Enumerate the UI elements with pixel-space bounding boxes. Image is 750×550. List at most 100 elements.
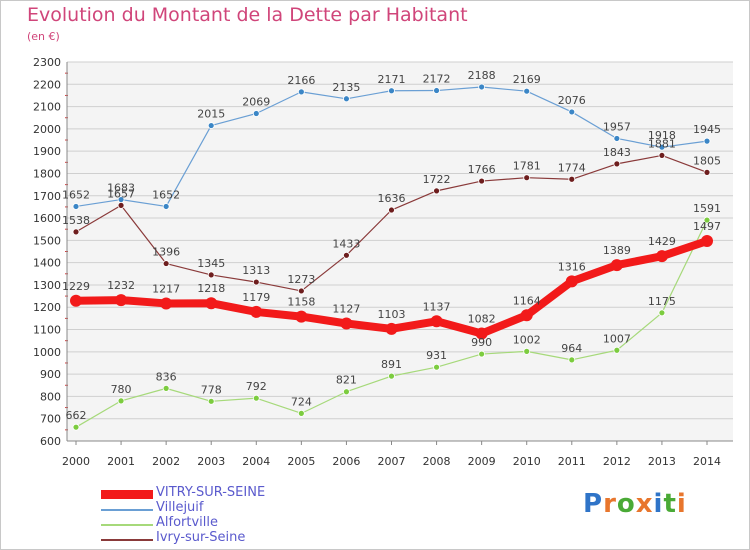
data-label: 1002 [513, 333, 541, 346]
data-label: 2172 [423, 73, 451, 86]
logo-letter: i [653, 489, 664, 519]
data-label: 778 [201, 383, 222, 396]
data-label: 1175 [648, 295, 676, 308]
y-tick-label: 800 [40, 390, 61, 403]
data-point [523, 174, 531, 182]
data-label: 2135 [332, 81, 360, 94]
y-tick-label: 2100 [33, 101, 61, 114]
data-label: 1781 [513, 160, 541, 173]
data-point [475, 327, 488, 340]
y-tick-label: 900 [40, 368, 61, 381]
data-label: 1164 [513, 294, 541, 307]
series-alfortville [72, 216, 711, 431]
legend-swatch [101, 490, 153, 499]
data-labels: 1652 1683 1652 2015 2069 2166 2135 2171 2172 2188… [62, 69, 721, 422]
legend-swatch [101, 538, 153, 541]
data-point [160, 297, 173, 310]
data-label: 1843 [603, 146, 631, 159]
data-point [252, 278, 260, 286]
y-tick-label: 1800 [33, 167, 61, 180]
data-point [478, 83, 486, 91]
data-label: 1082 [468, 313, 496, 326]
data-point [568, 175, 576, 183]
data-point [385, 322, 398, 335]
y-tick-label: 1900 [33, 145, 61, 158]
data-label: 836 [156, 370, 177, 383]
series-villejuif [72, 83, 711, 210]
data-label: 1636 [378, 192, 406, 205]
data-label: 1179 [242, 291, 270, 304]
y-tick-label: 1600 [33, 212, 61, 225]
data-point [610, 259, 623, 272]
data-label: 1345 [197, 257, 225, 270]
data-point [703, 216, 711, 224]
y-tick-label: 1700 [33, 190, 61, 203]
data-label: 1127 [332, 303, 360, 316]
data-point [343, 95, 350, 103]
data-label: 1918 [648, 129, 676, 142]
data-point [701, 235, 713, 248]
data-point [523, 347, 531, 355]
data-point [162, 384, 170, 392]
logo-letter: i [676, 489, 687, 519]
y-tick-label: 1100 [33, 324, 61, 337]
data-point [117, 397, 125, 405]
data-point [658, 152, 666, 159]
axes: 600 700 800 900 1000 1100 1200 1300 1400 1500 1600… [33, 56, 733, 468]
y-tick-label: 700 [40, 413, 61, 426]
data-point [250, 305, 263, 318]
data-point [388, 206, 395, 214]
logo-letter: r [603, 489, 617, 519]
data-label: 1652 [62, 188, 90, 201]
y-tick-label: 2000 [33, 123, 61, 136]
y-tick-label: 600 [40, 435, 61, 448]
data-point [207, 271, 215, 279]
data-point [252, 110, 260, 117]
data-point [613, 160, 621, 168]
data-point [433, 363, 440, 371]
data-point [520, 309, 533, 322]
data-label: 2188 [468, 69, 496, 82]
y-tick-label: 2200 [33, 78, 61, 91]
data-label: 1316 [558, 260, 586, 273]
data-point [72, 423, 80, 431]
data-label: 662 [66, 409, 87, 422]
logo-letter: P [583, 489, 604, 519]
data-point [388, 87, 395, 95]
data-point [70, 294, 82, 307]
x-tick-label: 2005 [287, 455, 315, 468]
data-label: 1538 [62, 214, 90, 227]
data-label: 1313 [242, 264, 270, 277]
data-label: 2015 [197, 108, 225, 121]
data-point [207, 122, 215, 129]
logo-letter: t [663, 489, 677, 519]
data-label: 931 [426, 349, 447, 362]
plot-area [67, 62, 733, 441]
data-label: 821 [336, 374, 357, 387]
x-tick-label: 2003 [197, 455, 225, 468]
data-label: 1657 [107, 187, 135, 200]
data-point [703, 137, 711, 145]
data-point [117, 201, 125, 209]
data-point [162, 203, 170, 210]
data-point [297, 409, 305, 417]
data-point [658, 309, 666, 317]
data-label: 1722 [423, 173, 451, 186]
series-ivry-sur-seine [72, 152, 711, 295]
data-point [343, 251, 350, 259]
legend-label: Ivry-sur-Seine [156, 530, 246, 545]
legend-swatch [101, 523, 153, 526]
data-label: 1389 [603, 244, 631, 257]
data-point [658, 143, 666, 151]
x-tick-label: 2012 [603, 455, 631, 468]
x-tick-label: 2010 [513, 455, 541, 468]
data-label: 2169 [513, 73, 541, 86]
y-tick-label: 1000 [33, 346, 61, 359]
logo-letter: x [635, 489, 654, 519]
x-tick-label: 2000 [62, 455, 90, 468]
x-tick-label: 2004 [242, 455, 270, 468]
y-tick-label: 1400 [33, 257, 61, 270]
data-label: 2076 [558, 94, 586, 107]
data-point [388, 372, 395, 380]
